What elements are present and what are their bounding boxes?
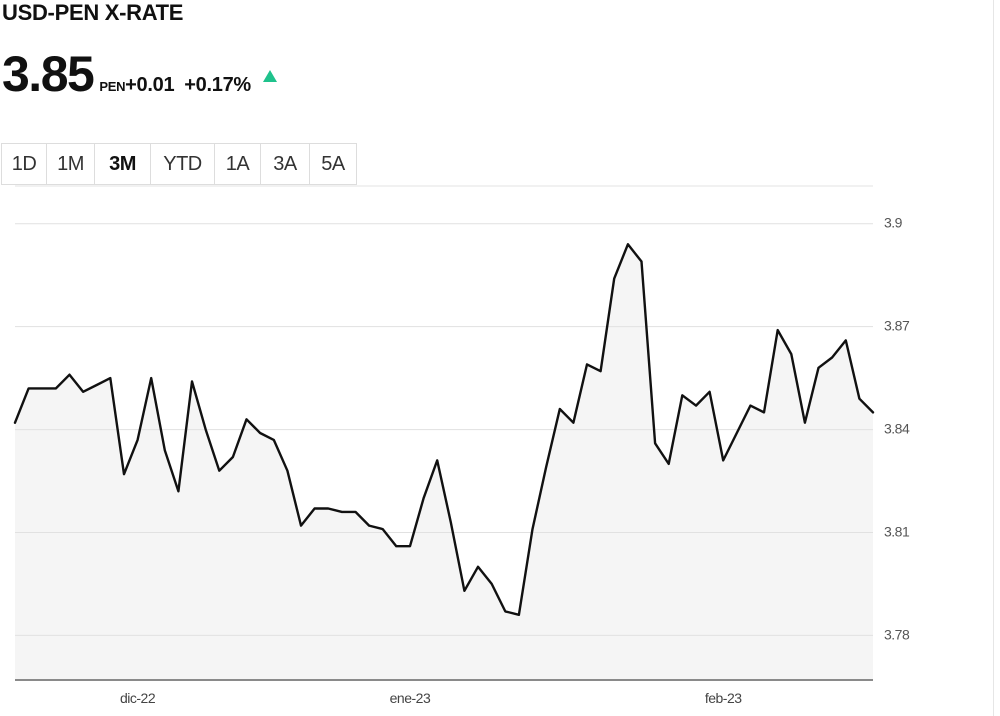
y-tick-label: 3.81 [884,523,910,539]
y-tick-label: 3.9 [884,215,903,231]
price-change-percent: +0.17% [184,74,251,96]
quote-summary: 3.85 PEN +0.01 +0.17% [2,48,277,100]
tab-1m[interactable]: 1M [47,144,95,184]
series-area [15,244,873,681]
x-tick-label: ene-23 [390,690,431,706]
x-tick-label: feb-23 [705,690,742,706]
tab-3m[interactable]: 3M [95,144,151,184]
price-value: 3.85 [2,46,95,102]
y-tick-label: 3.87 [884,318,910,334]
y-tick-label: 3.78 [884,626,910,642]
panel-divider [993,0,994,716]
page-title: USD-PEN X-RATE [2,0,184,25]
tab-1a[interactable]: 1A [215,144,261,184]
currency-code: PEN [99,79,126,94]
range-tabs: 1D 1M 3M YTD 1A 3A 5A [1,143,357,185]
price-change: +0.01 [125,74,175,96]
tab-1d[interactable]: 1D [2,144,47,184]
tab-3a[interactable]: 3A [261,144,310,184]
x-tick-label: dic-22 [120,690,156,706]
tab-5a[interactable]: 5A [321,153,345,175]
series-line [13,243,875,616]
y-tick-label: 3.84 [884,421,910,437]
triangle-up-icon [262,70,277,82]
tab-ytd[interactable]: YTD [151,144,215,184]
